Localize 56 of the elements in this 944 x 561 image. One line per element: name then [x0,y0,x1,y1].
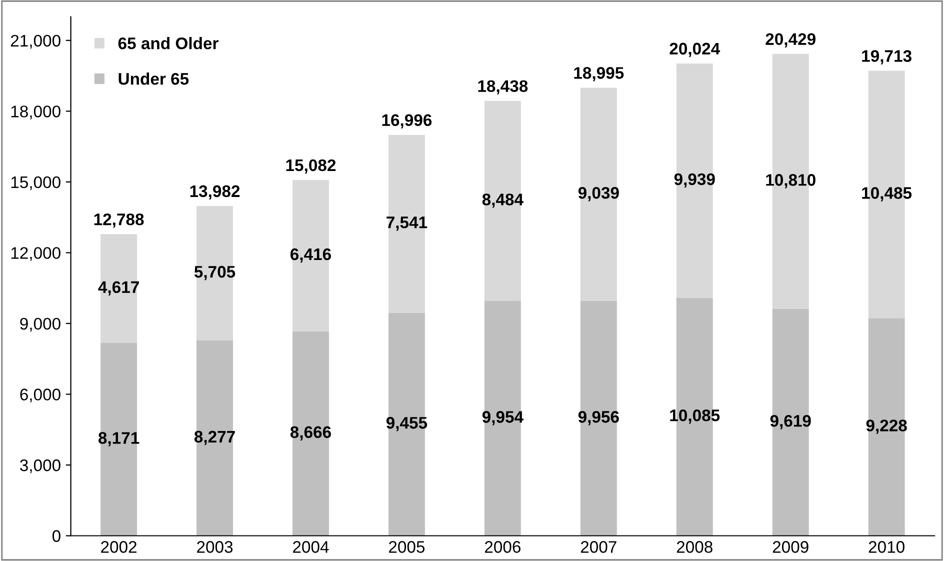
total-label: 18,438 [478,80,528,94]
y-tick-label: 12,000 [11,247,60,261]
data-label: 4,617 [98,281,139,296]
x-tick-label: 2009 [772,541,808,553]
data-label: 7,541 [386,216,428,231]
data-label: 9,039 [578,186,619,202]
legend-label: 65 and Older [118,37,218,50]
legend-label: Under 65 [118,72,189,85]
data-label: 6,416 [290,248,331,263]
bar [580,300,617,536]
x-tick-label: 2006 [484,541,520,553]
bar [196,340,233,536]
total-label: 20,024 [670,42,720,58]
data-label: 9,956 [578,411,619,426]
total-label: 18,995 [574,67,624,82]
total-label: 13,982 [190,185,240,200]
total-label: 16,996 [382,114,432,128]
bar [100,343,138,536]
data-label: 9,619 [770,414,811,430]
y-tick-label: 0 [52,530,60,542]
y-tick-label: 21,000 [10,34,60,49]
total-label: 20,429 [766,33,816,48]
x-tick-label: 2003 [197,541,233,553]
data-label: 8,484 [482,194,524,208]
bar [580,88,617,301]
y-tick-label: 3,000 [20,459,60,474]
x-tick-label: 2010 [868,541,904,553]
data-label: 9,455 [386,416,428,432]
data-label: 8,277 [194,430,235,446]
bar [676,63,713,298]
bar [388,312,425,536]
data-label: 8,171 [98,432,140,446]
x-tick-label: 2002 [101,541,136,553]
data-label: 10,485 [862,187,912,202]
y-tick-label: 9,000 [20,318,60,332]
x-tick-label: 2008 [676,541,712,553]
data-label: 9,939 [674,173,715,188]
bar [292,331,329,536]
total-label: 15,082 [286,159,336,174]
data-label: 10,810 [766,174,816,188]
data-label: 5,705 [194,266,236,280]
data-label: 10,085 [670,409,720,424]
x-tick-label: 2004 [293,541,329,553]
y-tick-label: 18,000 [11,106,60,120]
total-label: 19,713 [862,50,912,64]
data-label: 9,228 [866,420,907,434]
data-label: 9,954 [482,411,524,426]
x-tick-label: 2007 [580,541,616,553]
y-tick-label: 6,000 [20,388,60,402]
data-label: 8,666 [290,426,331,440]
x-tick-label: 2005 [389,541,425,553]
total-label: 12,788 [94,213,144,228]
bar [772,308,809,536]
bar [868,318,905,536]
y-tick-label: 15,000 [11,176,60,190]
bar [292,180,329,332]
